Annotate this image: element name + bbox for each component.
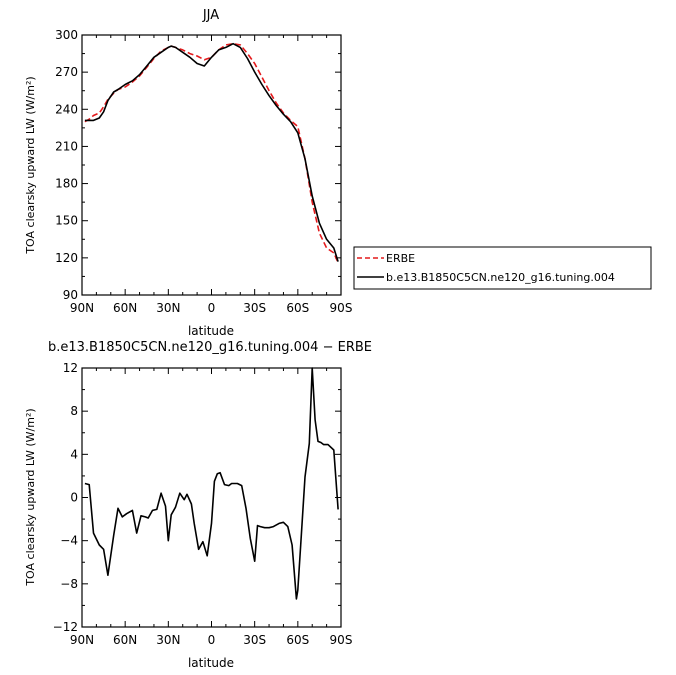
top-y-tick-label: 210 (55, 139, 78, 153)
top-y-tick-label: 180 (55, 177, 78, 191)
bottom-x-tick-label: 60S (286, 633, 309, 647)
bottom-x-tick-label: 90N (70, 633, 94, 647)
bottom-y-tick-label: −4 (60, 534, 78, 548)
top-x-tick-label: 90S (330, 301, 353, 315)
bottom-y-tick-label: 12 (63, 361, 78, 375)
legend-box (353, 246, 652, 290)
top-series-line-1 (84, 42, 339, 262)
bottom-panel: b.e13.B1850C5CN.ne120_g16.tuning.004 − E… (24, 340, 372, 670)
top-x-tick-label: 30N (156, 301, 180, 315)
bottom-plot-area: 90N 60N 30N 0 30S 60S 90S −12 −8 −4 0 4 8 12 (53, 361, 353, 647)
bottom-series-line-0 (84, 367, 339, 600)
top-x-axis-label: latitude (188, 324, 234, 338)
top-x-tick-label: 60N (113, 301, 137, 315)
top-y-tick-label: 150 (55, 214, 78, 228)
top-chart-title: JJA (202, 8, 219, 23)
top-x-tick-label: 30S (243, 301, 266, 315)
bottom-y-tick-label: 8 (70, 404, 78, 418)
top-y-tick-label: 270 (55, 65, 78, 79)
top-y-tick-label: 120 (55, 251, 78, 265)
bottom-y-tick-label: 0 (70, 491, 78, 505)
top-x-tick-label: 0 (208, 301, 216, 315)
bottom-x-tick-label: 30N (156, 633, 180, 647)
top-x-tick-label: 90N (70, 301, 94, 315)
legend-label-erbe: ERBE (386, 252, 415, 265)
top-series-line-0 (84, 42, 339, 264)
bottom-y-tick-label: −8 (60, 577, 78, 591)
top-plot-frame (81, 34, 342, 296)
bottom-x-tick-label: 60N (113, 633, 137, 647)
bottom-x-tick-label: 90S (330, 633, 353, 647)
bottom-x-tick-label: 0 (208, 633, 216, 647)
top-y-tick-label: 300 (55, 28, 78, 42)
top-panel: JJA TOA clearsky upward LW (W/m²) latitu… (24, 8, 352, 338)
bottom-y-axis-label: TOA clearsky upward LW (W/m²) (24, 408, 37, 586)
bottom-y-tick-label: −12 (53, 620, 78, 634)
bottom-plot-frame (81, 367, 342, 628)
top-x-tick-label: 60S (286, 301, 309, 315)
legend: ERBE b.e13.B1850C5CN.ne120_g16.tuning.00… (353, 246, 652, 290)
top-y-tick-label: 90 (63, 288, 78, 302)
top-plot-area: 90N 60N 30N 0 30S 60S 90S 90 120 150 180 210 240 270 3… (55, 28, 352, 315)
bottom-x-axis-label: latitude (188, 656, 234, 670)
bottom-x-tick-label: 30S (243, 633, 266, 647)
legend-label-model: b.e13.B1850C5CN.ne120_g16.tuning.004 (386, 271, 615, 284)
top-y-tick-label: 240 (55, 102, 78, 116)
bottom-chart-title: b.e13.B1850C5CN.ne120_g16.tuning.004 − E… (48, 340, 372, 355)
bottom-y-tick-label: 4 (70, 447, 78, 461)
top-y-axis-label: TOA clearsky upward LW (W/m²) (24, 76, 37, 254)
